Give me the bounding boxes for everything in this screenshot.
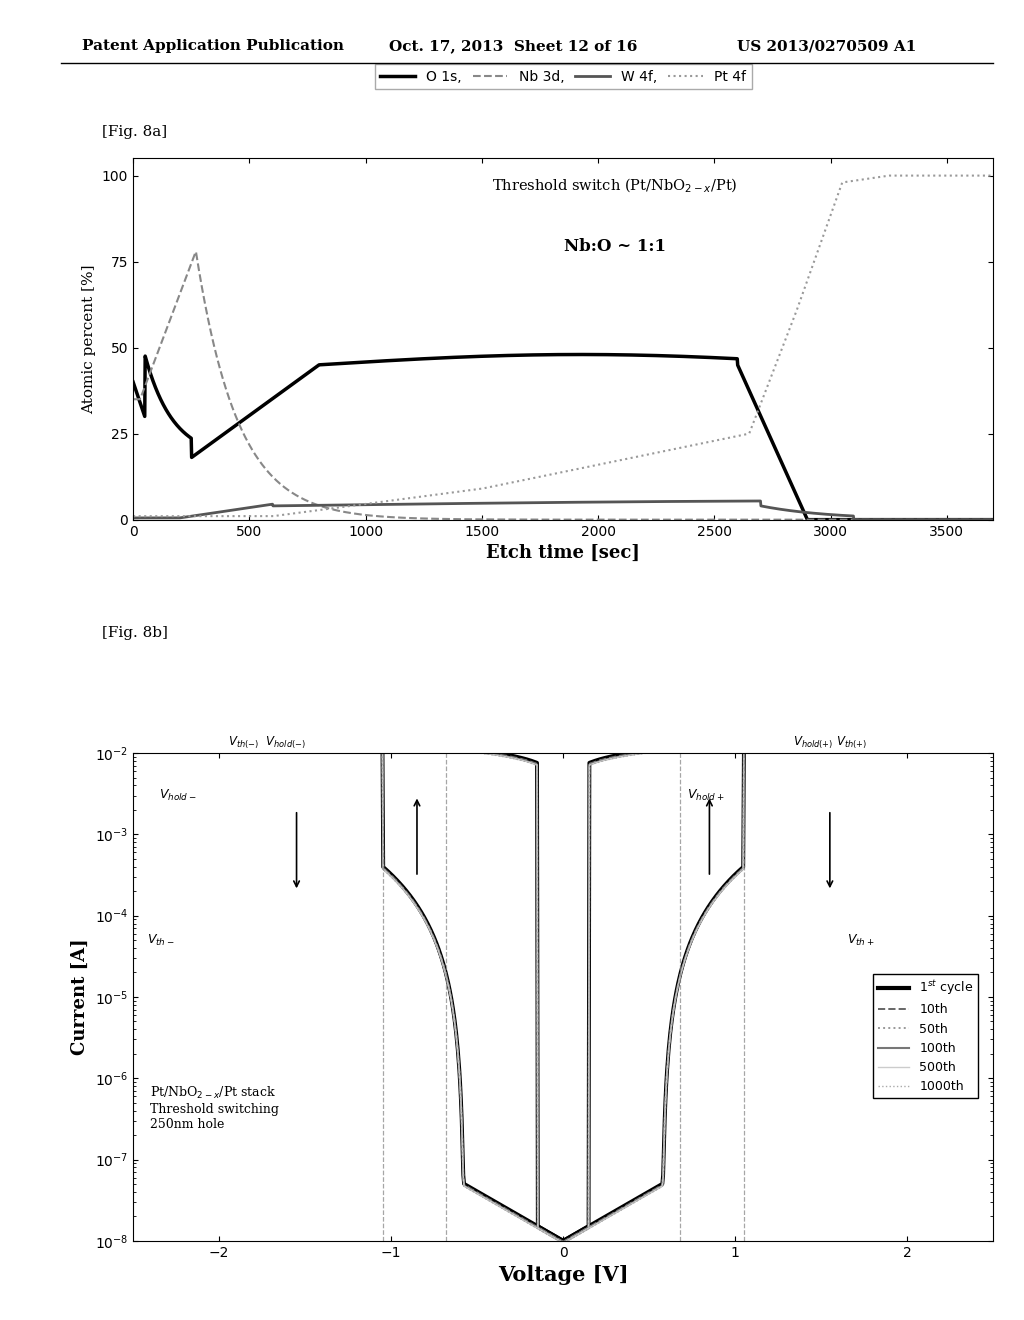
Text: $V_{hold+}$: $V_{hold+}$ — [687, 788, 725, 803]
Text: $V_{hold(+)}$ $V_{th(+)}$: $V_{hold(+)}$ $V_{th(+)}$ — [793, 735, 867, 751]
Text: $V_{th+}$: $V_{th+}$ — [847, 933, 874, 948]
X-axis label: Voltage [V]: Voltage [V] — [498, 1265, 629, 1286]
X-axis label: Etch time [sec]: Etch time [sec] — [486, 544, 640, 562]
Legend: 1$^{st}$ cycle, 10th, 50th, 100th, 500th, 1000th: 1$^{st}$ cycle, 10th, 50th, 100th, 500th… — [873, 974, 978, 1098]
Y-axis label: Current [A]: Current [A] — [72, 939, 89, 1055]
Text: $V_{th-}$: $V_{th-}$ — [146, 933, 174, 948]
Y-axis label: Atomic percent [%]: Atomic percent [%] — [82, 264, 96, 413]
Text: [Fig. 8b]: [Fig. 8b] — [102, 626, 168, 640]
Text: Threshold switch (Pt/NbO$_{2-x}$/Pt): Threshold switch (Pt/NbO$_{2-x}$/Pt) — [492, 177, 737, 195]
Text: US 2013/0270509 A1: US 2013/0270509 A1 — [737, 40, 916, 53]
Text: Patent Application Publication: Patent Application Publication — [82, 40, 344, 53]
Text: $V_{hold-}$: $V_{hold-}$ — [159, 788, 197, 803]
Legend: O 1s,, Nb 3d,, W 4f,, Pt 4f: O 1s,, Nb 3d,, W 4f,, Pt 4f — [375, 65, 752, 90]
Text: $V_{th(-)}$  $V_{hold(-)}$: $V_{th(-)}$ $V_{hold(-)}$ — [228, 735, 306, 751]
Text: Oct. 17, 2013  Sheet 12 of 16: Oct. 17, 2013 Sheet 12 of 16 — [389, 40, 638, 53]
Text: Pt/NbO$_{2-x}$/Pt stack
Threshold switching
250nm hole: Pt/NbO$_{2-x}$/Pt stack Threshold switch… — [151, 1085, 280, 1131]
Text: [Fig. 8a]: [Fig. 8a] — [102, 124, 168, 139]
Text: Nb:O ~ 1:1: Nb:O ~ 1:1 — [564, 238, 666, 255]
